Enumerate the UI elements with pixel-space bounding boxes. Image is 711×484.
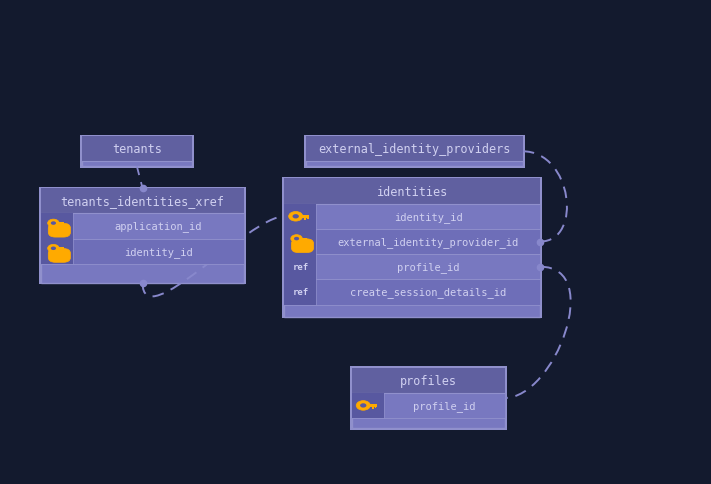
FancyBboxPatch shape (292, 240, 314, 253)
FancyBboxPatch shape (284, 179, 540, 204)
FancyBboxPatch shape (41, 214, 73, 239)
Text: application_id: application_id (114, 221, 203, 232)
FancyBboxPatch shape (41, 189, 244, 283)
FancyBboxPatch shape (304, 218, 306, 220)
FancyBboxPatch shape (307, 218, 309, 220)
FancyBboxPatch shape (304, 136, 525, 168)
FancyBboxPatch shape (304, 240, 305, 242)
FancyBboxPatch shape (41, 214, 244, 239)
Text: profile_id: profile_id (397, 262, 459, 272)
FancyBboxPatch shape (41, 239, 73, 264)
Text: profiles: profiles (400, 374, 457, 387)
FancyBboxPatch shape (63, 225, 64, 226)
Text: tenants: tenants (112, 143, 162, 156)
FancyBboxPatch shape (284, 255, 316, 280)
FancyBboxPatch shape (299, 238, 307, 240)
FancyBboxPatch shape (48, 249, 70, 263)
FancyBboxPatch shape (284, 229, 316, 255)
FancyBboxPatch shape (39, 187, 246, 285)
FancyBboxPatch shape (372, 407, 374, 409)
Circle shape (294, 237, 299, 241)
Text: identity_id: identity_id (394, 212, 463, 222)
Text: identity_id: identity_id (124, 246, 193, 257)
FancyBboxPatch shape (350, 366, 507, 430)
FancyBboxPatch shape (284, 280, 316, 305)
FancyBboxPatch shape (63, 250, 64, 251)
FancyBboxPatch shape (82, 137, 192, 162)
FancyBboxPatch shape (80, 136, 194, 168)
FancyBboxPatch shape (366, 404, 377, 407)
Circle shape (292, 215, 299, 219)
FancyBboxPatch shape (352, 368, 505, 428)
FancyBboxPatch shape (306, 240, 307, 242)
Circle shape (289, 212, 303, 222)
Text: tenants_identities_xref: tenants_identities_xref (60, 195, 225, 208)
Circle shape (356, 401, 370, 410)
FancyBboxPatch shape (82, 137, 192, 167)
Text: create_session_details_id: create_session_details_id (351, 287, 506, 298)
FancyBboxPatch shape (282, 178, 542, 318)
FancyBboxPatch shape (284, 255, 540, 280)
FancyBboxPatch shape (60, 225, 62, 227)
FancyBboxPatch shape (60, 250, 62, 252)
FancyBboxPatch shape (284, 204, 540, 229)
Text: external_identity_provider_id: external_identity_provider_id (338, 237, 519, 247)
Circle shape (360, 404, 366, 408)
Circle shape (50, 222, 56, 226)
Circle shape (48, 220, 59, 227)
Text: ref: ref (292, 263, 309, 272)
FancyBboxPatch shape (56, 248, 64, 250)
FancyBboxPatch shape (284, 280, 540, 305)
Text: ref: ref (292, 288, 309, 297)
Circle shape (48, 245, 59, 253)
Circle shape (291, 235, 302, 243)
FancyBboxPatch shape (299, 215, 309, 218)
Text: external_identity_providers: external_identity_providers (318, 143, 510, 156)
FancyBboxPatch shape (352, 368, 505, 393)
FancyBboxPatch shape (41, 239, 244, 264)
Circle shape (50, 247, 56, 251)
FancyBboxPatch shape (306, 137, 523, 167)
Text: identities: identities (377, 185, 448, 198)
FancyBboxPatch shape (41, 189, 244, 214)
FancyBboxPatch shape (352, 393, 505, 418)
FancyBboxPatch shape (352, 393, 384, 418)
FancyBboxPatch shape (48, 224, 70, 238)
FancyBboxPatch shape (284, 229, 540, 255)
FancyBboxPatch shape (56, 223, 64, 225)
Text: profile_id: profile_id (413, 400, 476, 411)
FancyBboxPatch shape (284, 179, 540, 317)
FancyBboxPatch shape (306, 137, 523, 162)
FancyBboxPatch shape (375, 407, 376, 408)
FancyBboxPatch shape (284, 204, 316, 229)
